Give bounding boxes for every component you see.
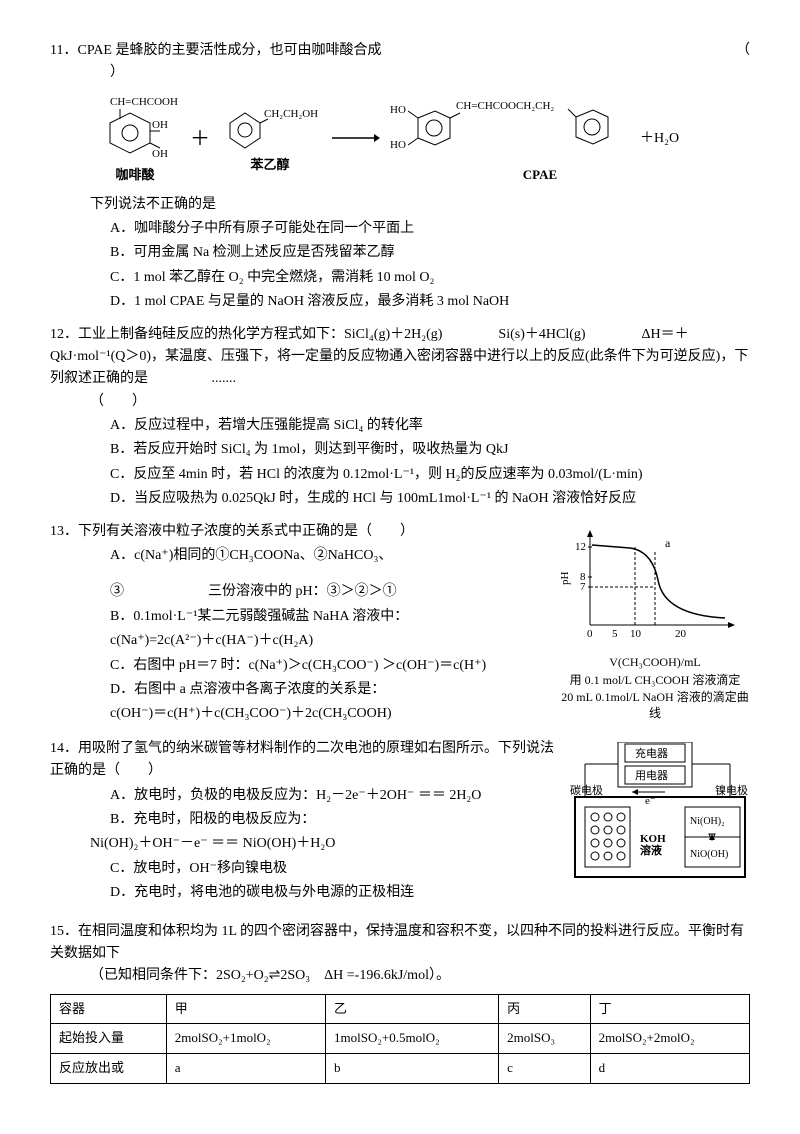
cell: b bbox=[326, 1054, 499, 1084]
table-row: 容器 甲 乙 丙 丁 bbox=[51, 994, 750, 1024]
plus-1: ＋ bbox=[190, 123, 210, 155]
q12-D: D．当反应吸热为 0.025QkJ 时，生成的 HCl 与 100mL1mol·… bbox=[110, 488, 750, 510]
xtick-20: 20 bbox=[675, 628, 687, 640]
label-nioh2: Ni(OH)₂ bbox=[690, 816, 725, 827]
mol1-label: 咖啡酸 bbox=[115, 165, 154, 186]
q15-text: 在相同温度和体积均为 1L 的四个密闭容器中，保持温度和容积不变，以四种不同的投… bbox=[50, 924, 744, 961]
table-row: 反应放出或 a b c d bbox=[51, 1054, 750, 1084]
chart-ylabel: pH bbox=[560, 571, 571, 585]
q11-stem: 11．CPAE 是蜂胶的主要活性成分，也可由咖啡酸合成 （ bbox=[50, 40, 750, 62]
table-row: 起始投入量 2molSO₂+1molO₂ 1molSO₂+0.5molO₂ 2m… bbox=[51, 1024, 750, 1054]
xtick-0: 0 bbox=[587, 628, 593, 640]
label-charger: 充电器 bbox=[635, 746, 668, 760]
ytick-12: 12 bbox=[575, 541, 586, 553]
xtick-5: 5 bbox=[612, 628, 618, 640]
mol-caffeic-acid: CH=CHCOOH OH OH 咖啡酸 bbox=[90, 93, 180, 186]
q11-options: A．咖啡酸分子中所有原子可能处在同一个平面上 B．可用金属 Na 检测上述反应是… bbox=[110, 218, 750, 314]
q11-num: 11． bbox=[50, 43, 77, 58]
mol2-label: 苯乙醇 bbox=[250, 155, 289, 176]
chart-svg: pH 12 8 7 a 0 5 10 20 bbox=[560, 525, 740, 645]
q11-paren-close: ） bbox=[110, 62, 750, 84]
ytick-7: 7 bbox=[580, 581, 586, 593]
group-oh1: OH bbox=[152, 119, 168, 131]
label-e: e⁻ bbox=[645, 795, 656, 807]
question-13: pH 12 8 7 a 0 5 10 20 V(CH₃COOH)/mL 用 0.… bbox=[50, 521, 750, 728]
mol-phenylethanol: CH₂CH₂OH 苯乙醇 bbox=[220, 103, 320, 176]
titration-chart: pH 12 8 7 a 0 5 10 20 V(CH₃COOH)/mL 用 0.… bbox=[560, 525, 750, 722]
group-ho2: HO bbox=[390, 139, 406, 151]
arrow-icon bbox=[330, 123, 380, 155]
cell: 丙 bbox=[499, 994, 591, 1024]
cell: 2molSO₂+2molO₂ bbox=[590, 1024, 749, 1054]
mol3-label: CPAE bbox=[523, 165, 557, 186]
q15-cond: （已知相同条件下：2SO₂+O₂⇌2SO₃ ΔH =-196.6kJ/mol）。 bbox=[90, 965, 750, 987]
cell: 甲 bbox=[166, 994, 325, 1024]
chart-cap2: 20 mL 0.1mol/L NaOH 溶液的滴定曲线 bbox=[560, 690, 750, 721]
q11-A: A．咖啡酸分子中所有原子可能处在同一个平面上 bbox=[110, 218, 750, 240]
q15-num: 15． bbox=[50, 924, 78, 939]
mol-cpae: HO HO CH=CHCOOCH₂CH₂ CPAE bbox=[390, 93, 630, 186]
chart-xlabel: V(CH₃COOH)/mL bbox=[560, 655, 750, 671]
q11-sub: 下列说法不正确的是 bbox=[90, 194, 750, 216]
cell: 起始投入量 bbox=[51, 1024, 167, 1054]
cell: 2molSO₂+1molO₂ bbox=[166, 1024, 325, 1054]
q14-num: 14． bbox=[50, 741, 78, 756]
group-top: CH=CHCOOH bbox=[110, 96, 178, 108]
label-nickel: 镍电极 bbox=[715, 783, 748, 797]
cell: 1molSO₂+0.5molO₂ bbox=[326, 1024, 499, 1054]
cell: c bbox=[499, 1054, 591, 1084]
cell: 丁 bbox=[590, 994, 749, 1024]
q12-options: A．反应过程中，若增大压强能提高 SiCl₄ 的转化率 B．若反应开始时 SiC… bbox=[110, 415, 750, 511]
xtick-10: 10 bbox=[630, 628, 642, 640]
group-chain: CH=CHCOOCH₂CH₂ bbox=[456, 100, 554, 112]
q13-num: 13． bbox=[50, 524, 78, 539]
q11-D: D．1 mol CPAE 与足量的 NaOH 溶液反应，最多消耗 3 mol N… bbox=[110, 291, 750, 313]
q12-blank: ....... bbox=[212, 371, 237, 386]
chart-cap1: 用 0.1 mol/L CH₃COOH 溶液滴定 bbox=[560, 673, 750, 689]
question-11: 11．CPAE 是蜂胶的主要活性成分，也可由咖啡酸合成 （ ） CH=CHCOO… bbox=[50, 40, 750, 314]
q12-paren: （ ） bbox=[90, 391, 750, 413]
q14-text: 用吸附了氢气的纳米碳管等材料制作的二次电池的原理如右图所示。下列说法正确的是（ … bbox=[50, 741, 554, 778]
q11-text: CPAE 是蜂胶的主要活性成分，也可由咖啡酸合成 bbox=[77, 43, 381, 58]
cell: 反应放出或 bbox=[51, 1054, 167, 1084]
q15-table: 容器 甲 乙 丙 丁 起始投入量 2molSO₂+1molO₂ 1molSO₂+… bbox=[50, 994, 750, 1084]
cell: a bbox=[166, 1054, 325, 1084]
q11-C: C．1 mol 苯乙醇在 O₂ 中完全燃烧，需消耗 10 mol O₂ bbox=[110, 267, 750, 289]
q12-text: 工业上制备纯硅反应的热化学方程式如下：SiCl₄(g)＋2H₂(g) Si(s)… bbox=[50, 327, 748, 387]
q12-stem: 12．工业上制备纯硅反应的热化学方程式如下：SiCl₄(g)＋2H₂(g) Si… bbox=[50, 324, 750, 391]
chart-point-a: a bbox=[665, 536, 671, 550]
plus-water: ＋H₂O bbox=[640, 128, 679, 150]
q12-A: A．反应过程中，若增大压强能提高 SiCl₄ 的转化率 bbox=[110, 415, 750, 437]
question-14: 充电器 用电器 碳电极 镍电极 e⁻ bbox=[50, 738, 750, 907]
q11-paren-open: （ bbox=[736, 40, 750, 62]
label-carbon: 碳电极 bbox=[570, 783, 603, 797]
question-15: 15．在相同温度和体积均为 1L 的四个密闭容器中，保持温度和容积不变，以四种不… bbox=[50, 921, 750, 1085]
q11-B: B．可用金属 Na 检测上述反应是否残留苯乙醇 bbox=[110, 242, 750, 264]
reaction-scheme: CH=CHCOOH OH OH 咖啡酸 ＋ CH₂CH₂OH 苯乙醇 bbox=[90, 93, 750, 186]
q12-num: 12． bbox=[50, 327, 78, 342]
label-niooh: NiO(OH) bbox=[690, 849, 728, 860]
cell: 乙 bbox=[326, 994, 499, 1024]
q13-text: 下列有关溶液中粒子浓度的关系式中正确的是（ ） bbox=[78, 524, 414, 539]
q15-stem: 15．在相同温度和体积均为 1L 的四个密闭容器中，保持温度和容积不变，以四种不… bbox=[50, 921, 750, 966]
question-12: 12．工业上制备纯硅反应的热化学方程式如下：SiCl₄(g)＋2H₂(g) Si… bbox=[50, 324, 750, 511]
label-user: 用电器 bbox=[635, 769, 668, 782]
cell: 容器 bbox=[51, 994, 167, 1024]
cell: d bbox=[590, 1054, 749, 1084]
label-koh1: KOH bbox=[640, 833, 666, 845]
q12-B: B．若反应开始时 SiCl₄ 为 1mol，则达到平衡时，吸收热量为 QkJ bbox=[110, 439, 750, 461]
group-oh2: OH bbox=[152, 148, 168, 160]
group-side: CH₂CH₂OH bbox=[264, 108, 318, 120]
group-ho1: HO bbox=[390, 104, 406, 116]
q12-C: C．反应至 4min 时，若 HCl 的浓度为 0.12mol·L⁻¹，则 H₂… bbox=[110, 464, 750, 486]
cell: 2molSO₃ bbox=[499, 1024, 591, 1054]
label-koh2: 溶液 bbox=[640, 843, 663, 857]
battery-diagram: 充电器 用电器 碳电极 镍电极 e⁻ bbox=[570, 742, 750, 890]
